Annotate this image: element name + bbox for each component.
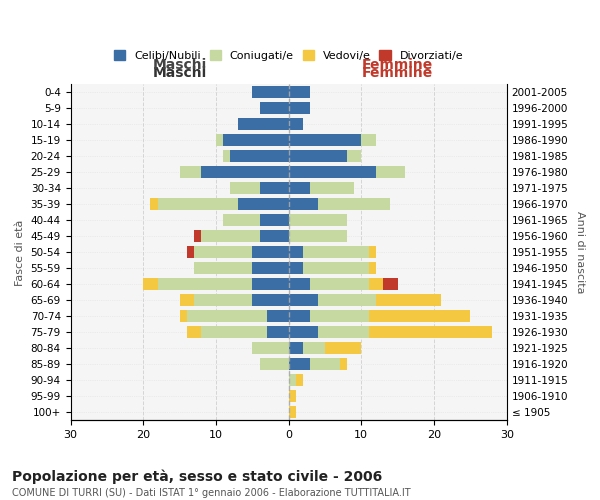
Bar [179,166,202,178]
Bar [289,358,310,370]
Bar [368,262,376,274]
Bar [289,294,318,306]
Bar [289,134,361,146]
Bar [202,326,267,338]
Bar [289,198,318,210]
Text: Maschi: Maschi [152,58,207,71]
Bar [289,326,318,338]
Bar [289,262,303,274]
Bar [376,294,441,306]
Bar [194,230,202,242]
Bar [179,310,187,322]
Bar [238,198,289,210]
Bar [194,246,252,258]
Bar [289,118,303,130]
Bar [238,118,289,130]
Bar [376,166,405,178]
Bar [383,278,398,290]
Bar [187,310,267,322]
Text: Femmine: Femmine [362,66,433,80]
Bar [368,310,470,322]
Bar [289,102,310,115]
Bar [202,166,289,178]
Text: Femmine: Femmine [362,58,433,71]
Bar [158,198,238,210]
Bar [252,342,289,354]
Bar [318,198,391,210]
Bar [194,262,252,274]
Bar [187,326,202,338]
Bar [310,310,368,322]
Text: COMUNE DI TURRI (SU) - Dati ISTAT 1° gennaio 2006 - Elaborazione TUTTITALIA.IT: COMUNE DI TURRI (SU) - Dati ISTAT 1° gen… [12,488,410,498]
Bar [296,374,303,386]
Bar [158,278,252,290]
Bar [303,262,368,274]
Bar [310,358,340,370]
Bar [230,150,289,162]
Bar [368,278,383,290]
Bar [252,246,289,258]
Bar [325,342,361,354]
Bar [289,406,296,418]
Bar [151,198,158,210]
Bar [252,278,289,290]
Bar [267,326,289,338]
Bar [318,326,368,338]
Bar [223,150,230,162]
Bar [289,182,310,194]
Text: Maschi: Maschi [152,66,207,80]
Legend: Celibi/Nubili, Coniugati/e, Vedovi/e, Divorziati/e: Celibi/Nubili, Coniugati/e, Vedovi/e, Di… [111,46,466,64]
Bar [310,278,368,290]
Y-axis label: Anni di nascita: Anni di nascita [575,211,585,294]
Bar [318,294,376,306]
Bar [223,214,260,226]
Bar [143,278,158,290]
Bar [260,358,289,370]
Bar [230,182,260,194]
Bar [368,246,376,258]
Bar [289,374,296,386]
Bar [289,214,347,226]
Bar [252,294,289,306]
Bar [260,214,289,226]
Bar [260,230,289,242]
Bar [289,310,310,322]
Bar [260,102,289,115]
Bar [289,166,376,178]
Bar [361,134,376,146]
Bar [289,342,303,354]
Bar [368,326,492,338]
Text: Popolazione per età, sesso e stato civile - 2006: Popolazione per età, sesso e stato civil… [12,470,382,484]
Y-axis label: Fasce di età: Fasce di età [15,219,25,286]
Bar [289,230,347,242]
Bar [289,246,303,258]
Bar [194,294,252,306]
Bar [223,134,289,146]
Bar [252,86,289,99]
Bar [179,294,194,306]
Bar [303,246,368,258]
Bar [216,134,223,146]
Bar [289,390,296,402]
Bar [289,150,347,162]
Bar [187,246,194,258]
Bar [310,182,354,194]
Bar [340,358,347,370]
Bar [303,342,325,354]
Bar [289,278,310,290]
Bar [267,310,289,322]
Bar [289,86,310,99]
Bar [347,150,361,162]
Bar [202,230,260,242]
Bar [252,262,289,274]
Bar [260,182,289,194]
